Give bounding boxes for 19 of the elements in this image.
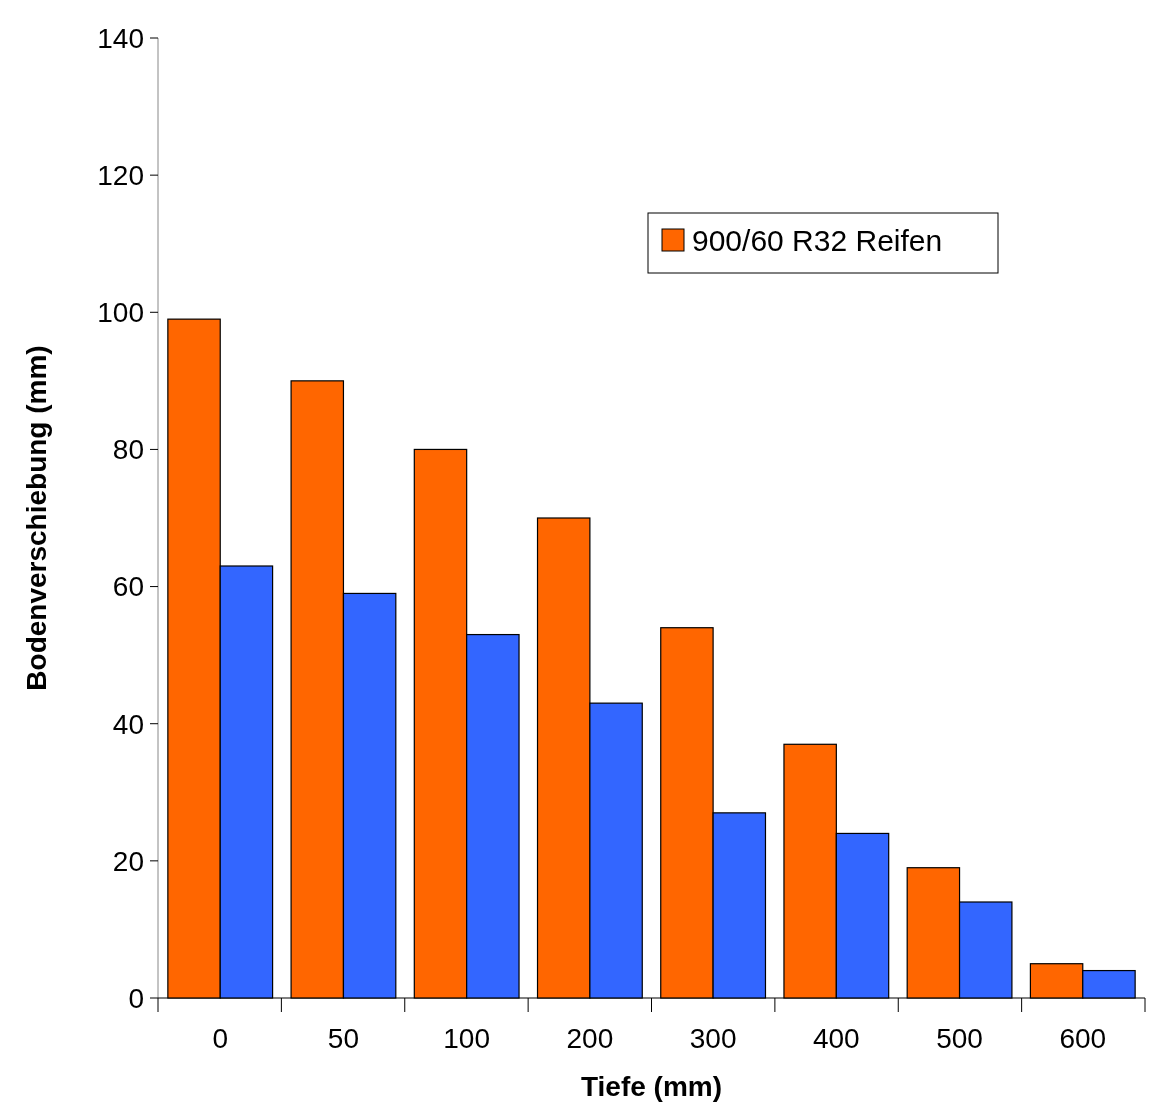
y-tick-label: 0 (128, 982, 144, 1014)
y-tick-label: 40 (112, 708, 144, 740)
legend-label: 900/60 R32 Reifen (692, 223, 943, 257)
y-tick-label: 100 (97, 297, 144, 329)
x-tick-label: 300 (689, 1023, 737, 1054)
x-tick-label: 400 (812, 1023, 860, 1054)
y-tick-label: 120 (97, 159, 144, 191)
x-tick-label: 600 (1059, 1023, 1107, 1054)
y-tick-label: 60 (112, 571, 144, 603)
x-tick-label: 200 (566, 1023, 614, 1054)
x-tick-label: 0 (212, 1023, 229, 1054)
x-tick-label: 100 (443, 1023, 491, 1054)
y-tick-label: 140 (97, 22, 144, 54)
y-axis-title: Bodenverschiebung (mm) (21, 345, 52, 691)
y-tick-label: 20 (112, 845, 144, 877)
y-tick-label: 80 (112, 434, 144, 466)
x-tick-label: 500 (936, 1023, 983, 1054)
x-axis-title: Tiefe (mm) (580, 1071, 723, 1102)
x-tick-label: 50 (327, 1023, 360, 1054)
